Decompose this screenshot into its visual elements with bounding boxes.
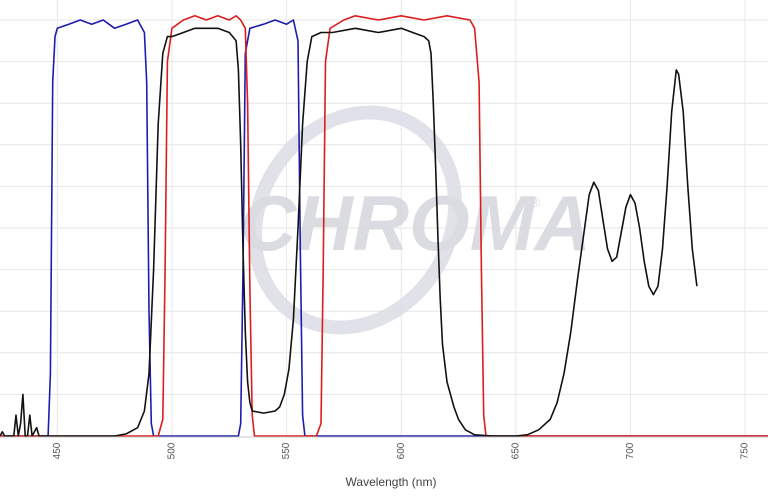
- x-tick-label: 700: [625, 442, 636, 459]
- series-line-1: [0, 19, 768, 437]
- x-tick-label: 500: [167, 442, 178, 459]
- x-tick-labels: 450 500 550 600 650 700 750: [52, 442, 751, 459]
- gridlines: [0, 0, 768, 436]
- x-tick-label: 450: [52, 442, 63, 459]
- series-group: [0, 15, 768, 437]
- series-line-3: [0, 27, 698, 437]
- registered-mark: ®: [530, 194, 541, 210]
- chroma-watermark: CHROMA ®: [240, 105, 591, 335]
- x-tick-label: 750: [740, 442, 751, 459]
- series-line-2: [0, 15, 768, 437]
- x-tick-label: 650: [510, 442, 521, 459]
- x-tick-label: 550: [281, 442, 292, 459]
- x-tick-label: 600: [396, 442, 407, 459]
- chroma-logo-text: CHROMA: [240, 179, 591, 267]
- x-axis-label: Wavelength (nm): [346, 475, 437, 489]
